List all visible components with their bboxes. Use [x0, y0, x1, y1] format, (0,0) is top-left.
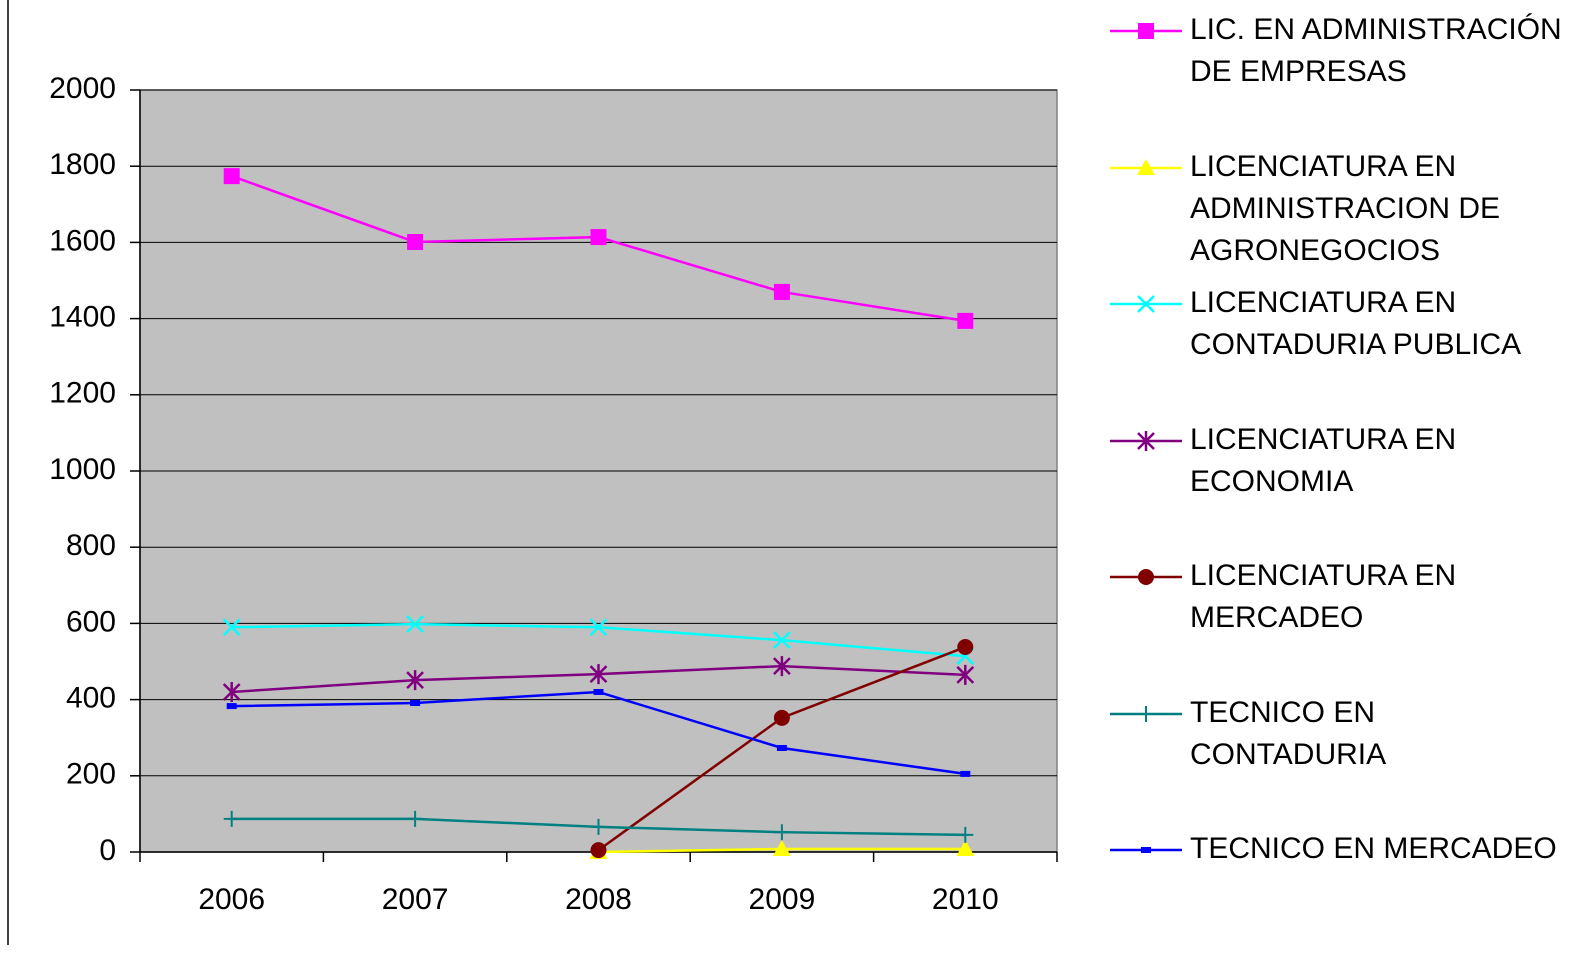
marker — [1137, 158, 1155, 175]
marker — [957, 312, 974, 329]
legend-swatch — [1110, 705, 1182, 722]
x-tick-label: 2009 — [749, 883, 816, 916]
legend-label: LIC. EN ADMINISTRACIÓN DE EMPRESAS — [1190, 13, 1562, 88]
legend-swatch — [1110, 295, 1182, 313]
marker — [773, 656, 791, 677]
marker — [956, 664, 975, 685]
marker — [590, 229, 607, 246]
marker — [593, 688, 604, 695]
x-tick-label: 2006 — [198, 883, 265, 916]
y-tick-label: 1000 — [49, 453, 116, 486]
x-tick-label: 2010 — [932, 883, 999, 916]
marker — [406, 670, 424, 691]
marker — [407, 234, 424, 251]
marker — [226, 703, 237, 710]
marker — [407, 810, 424, 827]
legend-swatch — [1110, 569, 1182, 585]
y-tick-label: 200 — [66, 758, 116, 791]
legend-label: LICENCIATURA EN ADMINISTRACION DE AGRONE… — [1190, 149, 1501, 267]
legend-swatch — [1110, 847, 1182, 853]
marker — [773, 709, 790, 726]
y-tick-label: 600 — [66, 605, 116, 638]
marker — [960, 770, 971, 777]
y-tick-label: 1600 — [49, 224, 116, 257]
y-tick-label: 1800 — [49, 148, 116, 181]
marker — [222, 618, 241, 637]
marker — [1138, 705, 1154, 722]
y-tick-label: 1400 — [49, 301, 116, 334]
legend-label: LICENCIATURA EN ECONOMIA — [1190, 422, 1457, 498]
legend-swatch — [1110, 23, 1182, 39]
x-tick-label: 2007 — [382, 883, 449, 916]
legend-label: LICENCIATURA EN CONTADURIA PUBLICA — [1190, 286, 1522, 361]
marker — [773, 824, 790, 841]
marker — [1138, 23, 1154, 39]
marker — [222, 681, 241, 702]
marker — [957, 639, 974, 656]
legend-swatch — [1110, 158, 1182, 175]
marker — [223, 168, 240, 185]
marker — [773, 631, 791, 650]
marker — [590, 818, 607, 835]
marker — [410, 700, 421, 707]
marker — [957, 826, 974, 843]
marker — [1138, 569, 1154, 585]
x-tick-label: 2008 — [565, 883, 632, 916]
y-tick-label: 400 — [66, 682, 116, 715]
marker — [1137, 295, 1155, 313]
marker — [223, 810, 240, 827]
marker — [1141, 847, 1151, 853]
y-tick-label: 2000 — [49, 72, 116, 105]
legend-swatch — [1110, 430, 1182, 451]
marker — [1137, 430, 1155, 451]
marker — [776, 744, 787, 751]
y-tick-label: 1200 — [49, 377, 116, 410]
y-tick-label: 0 — [99, 834, 116, 867]
marker — [772, 839, 791, 856]
marker — [956, 839, 975, 856]
marker — [589, 664, 608, 685]
marker — [589, 618, 608, 637]
legend-label: TECNICO EN MERCADEO — [1190, 832, 1557, 865]
legend-label: LICENCIATURA EN MERCADEO — [1190, 559, 1457, 634]
marker — [773, 283, 790, 300]
marker — [590, 842, 607, 859]
y-tick-label: 800 — [66, 529, 116, 562]
legend-label: TECNICO EN CONTADURIA — [1190, 695, 1387, 771]
marker — [406, 615, 424, 634]
